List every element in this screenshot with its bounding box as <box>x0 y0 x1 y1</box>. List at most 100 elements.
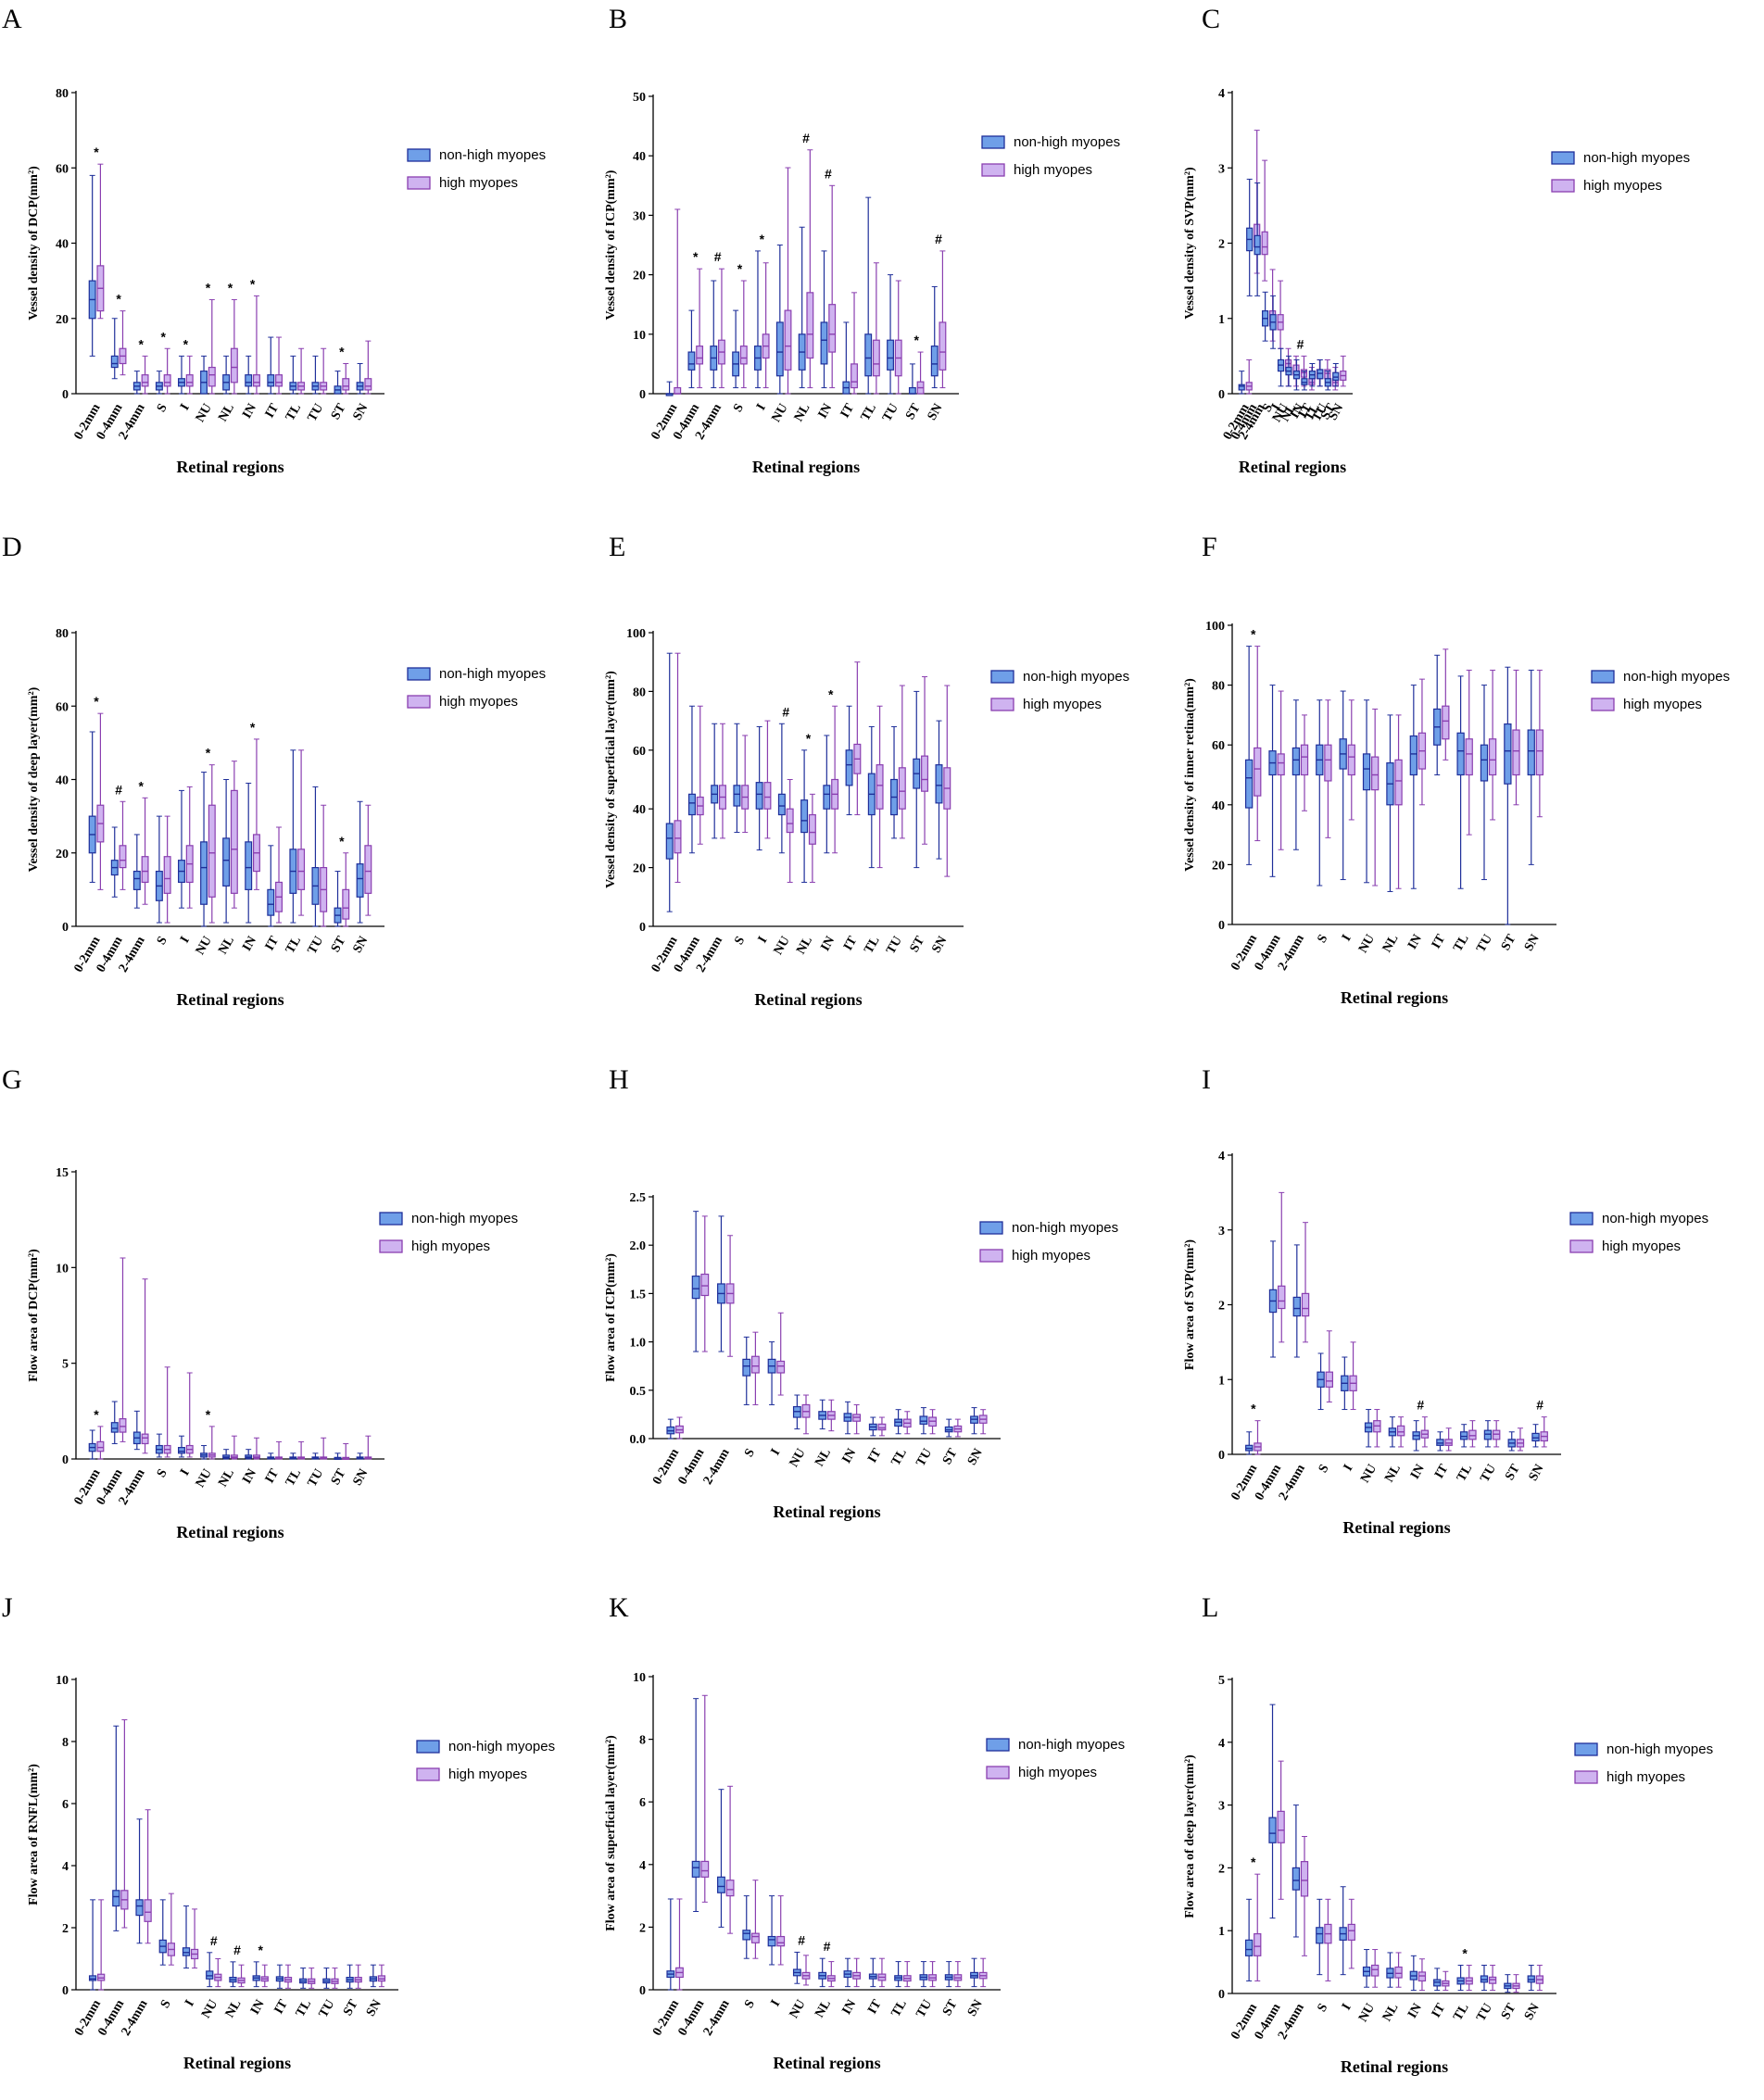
box-iqr <box>1488 738 1497 776</box>
box-high-TU <box>331 1968 339 1989</box>
box-iqr <box>820 321 828 365</box>
box-high-TL <box>902 1961 912 1988</box>
box-high-IT <box>1442 648 1450 761</box>
y-tick-label: 2 <box>62 1922 69 1936</box>
box-non-high-IT <box>275 1964 284 1989</box>
box-non-high-2-4mm <box>132 1410 141 1451</box>
significance-marker: * <box>737 261 743 276</box>
box-iqr <box>1332 371 1340 381</box>
box-non-high-TL <box>289 355 297 395</box>
box-iqr <box>1531 1432 1540 1442</box>
box-iqr <box>135 1899 144 1917</box>
box-non-high-IT <box>267 336 275 395</box>
box-high-TL <box>1465 1964 1473 1992</box>
box-non-high-IT <box>267 1452 275 1460</box>
box-high-2-4mm <box>1261 159 1268 282</box>
box-non-high-NU <box>200 772 208 927</box>
box-iqr <box>182 1947 191 1956</box>
box-high-NL <box>1394 714 1403 889</box>
x-tick-label: IN <box>240 935 259 954</box>
x-tick-label: IN <box>240 402 259 421</box>
box-high-I <box>1347 1898 1355 1969</box>
significance-marker: * <box>228 280 233 295</box>
legend-swatch <box>407 667 431 681</box>
x-axis-label: Retinal regions <box>773 1503 880 1521</box>
box-non-high-TL <box>864 196 873 395</box>
significance-marker: * <box>1251 1402 1256 1416</box>
box-iqr <box>1436 1439 1444 1446</box>
box-non-high-I <box>755 725 763 851</box>
box-high-SN <box>1535 1964 1544 1992</box>
box-high-NL <box>230 298 238 395</box>
x-tick-label: IT <box>272 1997 292 2017</box>
legend-swatch <box>1551 151 1575 165</box>
box-high-0-2mm <box>1245 358 1253 395</box>
box-non-high-SN <box>1531 1424 1540 1448</box>
box-non-high-I <box>178 789 185 909</box>
box-high-TL <box>902 1411 912 1435</box>
box-high-2-4mm <box>718 268 725 389</box>
box-iqr <box>141 1433 149 1445</box>
box-iqr <box>1480 744 1489 782</box>
box-non-high-S <box>1316 699 1324 887</box>
box-high-0-2mm <box>96 712 105 890</box>
box-iqr <box>930 346 939 377</box>
legend-swatch <box>416 1767 440 1781</box>
x-tick-label: TU <box>306 935 327 957</box>
box-non-high-TL <box>1456 1964 1465 1992</box>
x-axis-label: Retinal regions <box>176 1523 284 1541</box>
x-tick-label: SN <box>350 935 371 956</box>
box-high-IT <box>275 336 283 395</box>
box-high-NL <box>237 1964 246 1988</box>
x-tick-label: 2-4mm <box>701 1997 733 2038</box>
y-tick-label: 4 <box>62 1860 69 1874</box>
box-non-high-TL <box>299 1968 308 1989</box>
chart-panel-K: K 0 2 4 6 8 10 Flow area of superficial layer(m… <box>604 1592 1125 2072</box>
box-non-high-0-2mm <box>88 1899 97 1991</box>
box-iqr <box>1300 744 1309 776</box>
box-non-high-IN <box>820 250 828 389</box>
box-high-2-4mm <box>718 723 726 839</box>
significance-marker: * <box>250 276 256 291</box>
x-tick-label: TU <box>914 1447 935 1469</box>
box-iqr <box>1362 753 1371 791</box>
box-non-high-IN <box>823 735 831 854</box>
y-tick-label: 1 <box>1218 313 1225 327</box>
legend-swatch <box>407 148 431 162</box>
box-high-0-4mm <box>696 705 704 845</box>
significance-marker: # <box>825 166 832 181</box>
box-non-high-2-4mm <box>711 723 719 839</box>
x-tick-label: IN <box>1405 2002 1425 2021</box>
box-iqr <box>665 823 674 860</box>
box-non-high-NL <box>222 779 231 924</box>
box-iqr <box>733 785 741 807</box>
box-non-high-0-2mm <box>1245 1431 1254 1455</box>
box-iqr <box>1468 1429 1477 1440</box>
box-non-high-TU <box>890 725 899 839</box>
box-high-ST <box>342 852 350 927</box>
y-axis-label: Flow area of RNFL(mm²) <box>27 1764 41 1905</box>
box-non-high-I <box>1341 1356 1349 1411</box>
x-tick-label: TU <box>880 402 901 424</box>
box-high-NU <box>1373 1409 1381 1448</box>
box-high-I <box>1349 1341 1357 1411</box>
box-high-TU <box>1488 669 1497 821</box>
box-high-NU <box>1371 1949 1380 1988</box>
legend-label: high myopes <box>1012 1248 1090 1264</box>
box-non-high-2-4mm <box>132 371 141 395</box>
box-iqr <box>898 767 906 810</box>
box-non-high-TL <box>867 725 876 869</box>
x-tick-label: TL <box>1451 2002 1471 2024</box>
box-non-high-TU <box>1317 358 1324 387</box>
significance-marker: * <box>693 249 699 264</box>
significance-marker: * <box>206 1407 211 1422</box>
box-high-IN <box>852 1957 862 1988</box>
box-high-2-4mm <box>141 1278 149 1454</box>
legend-swatch <box>981 135 1005 149</box>
legend-swatch <box>986 1738 1010 1752</box>
box-high-NU <box>208 1426 216 1460</box>
box-high-0-4mm <box>1278 1191 1286 1343</box>
box-high-IN <box>260 1964 269 1988</box>
legend-label: high myopes <box>1583 178 1662 194</box>
box-non-high-2-4mm <box>1254 182 1261 296</box>
